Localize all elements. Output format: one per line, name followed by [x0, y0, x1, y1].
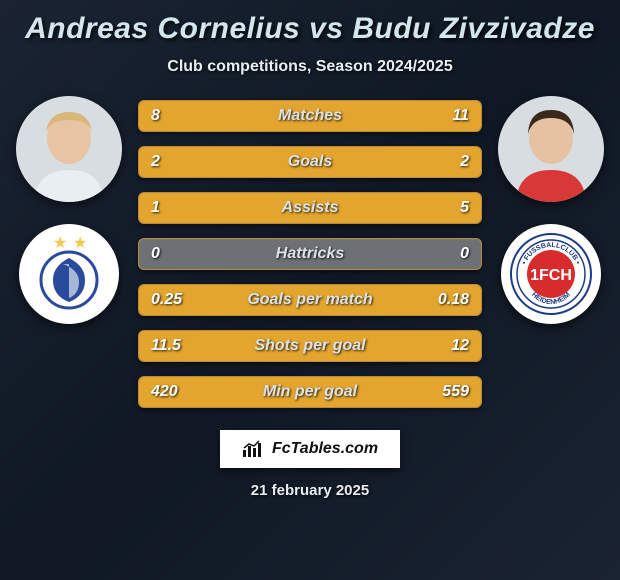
stat-fill-left [139, 193, 197, 223]
page-title: Andreas Cornelius vs Budu Zivzivadze [8, 12, 612, 46]
stat-label: Goals per match [247, 291, 372, 309]
stat-value-left: 8 [151, 107, 160, 125]
stat-value-left: 2 [151, 153, 160, 171]
svg-text:★: ★ [73, 235, 87, 252]
stat-label: Hattricks [276, 245, 344, 263]
stat-value-right: 11 [452, 107, 469, 125]
stat-fill-left [139, 101, 283, 131]
stat-row: 11.5 Shots per goal 12 [138, 330, 482, 362]
svg-text:★: ★ [53, 235, 67, 252]
stat-value-left: 0.25 [151, 291, 182, 309]
stat-value-left: 420 [151, 383, 178, 401]
stat-row: 420 Min per goal 559 [138, 376, 482, 408]
stat-value-right: 0 [460, 245, 469, 263]
stat-fill-right [310, 147, 481, 177]
stat-row: 0.25 Goals per match 0.18 [138, 284, 482, 316]
chart-icon [242, 440, 264, 458]
club-left-logo-icon: ★ ★ [29, 234, 109, 314]
stat-fill-left [139, 147, 310, 177]
main-area: ★ ★ 8 Matches 11 2 Goals 2 1 Assists 5 0 Hattricks… [8, 96, 612, 408]
club-left-logo: ★ ★ [19, 224, 119, 324]
player-left-silhouette-icon [16, 96, 122, 202]
date-label: 21 february 2025 [8, 482, 612, 499]
player-right-avatar [498, 96, 604, 202]
svg-text:1FCH: 1FCH [530, 267, 572, 284]
stat-row: 8 Matches 11 [138, 100, 482, 132]
club-right-logo: 1FCH • FUSSBALLCLUB • HEIDENHEIM [501, 224, 601, 324]
stat-value-right: 0.18 [438, 291, 469, 309]
stat-label: Matches [278, 107, 342, 125]
stat-label: Shots per goal [254, 337, 365, 355]
stat-label: Assists [282, 199, 339, 217]
stat-value-left: 0 [151, 245, 160, 263]
right-side: 1FCH • FUSSBALLCLUB • HEIDENHEIM [496, 96, 606, 324]
player-left-avatar [16, 96, 122, 202]
stat-value-left: 1 [151, 199, 160, 217]
player-right-silhouette-icon [498, 96, 604, 202]
stats-column: 8 Matches 11 2 Goals 2 1 Assists 5 0 Hattricks 0 0.2… [138, 96, 482, 408]
stat-value-left: 11.5 [151, 337, 181, 355]
club-right-logo-icon: 1FCH • FUSSBALLCLUB • HEIDENHEIM [506, 229, 596, 319]
fctables-badge[interactable]: FcTables.com [220, 430, 400, 468]
left-side: ★ ★ [14, 96, 124, 324]
stat-label: Min per goal [263, 383, 357, 401]
fctables-label: FcTables.com [272, 440, 378, 458]
stat-value-right: 12 [451, 337, 469, 355]
comparison-card: Andreas Cornelius vs Budu Zivzivadze Clu… [0, 0, 620, 580]
stat-row: 1 Assists 5 [138, 192, 482, 224]
stat-value-right: 2 [460, 153, 469, 171]
stat-value-right: 559 [442, 383, 469, 401]
stat-row: 0 Hattricks 0 [138, 238, 482, 270]
stat-value-right: 5 [460, 199, 469, 217]
stat-label: Goals [288, 153, 332, 171]
subtitle: Club competitions, Season 2024/2025 [8, 58, 612, 76]
stat-fill-right [197, 193, 481, 223]
footer: FcTables.com [8, 430, 612, 468]
stat-row: 2 Goals 2 [138, 146, 482, 178]
